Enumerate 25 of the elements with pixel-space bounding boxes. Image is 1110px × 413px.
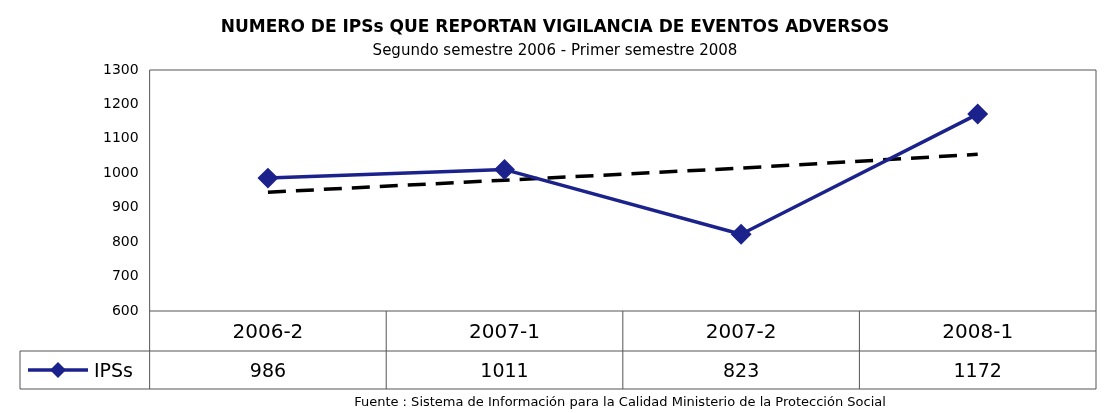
point (731, 224, 751, 244)
y-tick-label: 1100 (102, 129, 139, 146)
point (967, 104, 988, 124)
y-tick-label: 1000 (102, 163, 139, 180)
y-tick-label: 600 (111, 301, 139, 318)
y-tick-label: 1200 (102, 95, 139, 112)
y-tick-label: 800 (111, 232, 139, 249)
x-tick-label: 2007-1 (469, 319, 540, 344)
x-tick-label: 2007-2 (705, 319, 777, 344)
x-tick-label: 2008-1 (942, 319, 1014, 344)
y-tick-label: 700 (111, 267, 139, 284)
point (258, 168, 278, 188)
y-tick-label: 1300 (102, 60, 139, 77)
y-tick-label: 900 (111, 198, 139, 215)
point (494, 159, 515, 180)
chart-subtitle: Segundo semestre 2006 - Primer semestre 2008 (372, 41, 738, 59)
data-label: 823 (722, 359, 760, 381)
chart-title: NUMERO DE IPSs QUE REPORTAN VIGILANCIA DE EVENTOS ADVERSOS (220, 16, 890, 36)
x-tick-label: 2006-2 (232, 319, 304, 344)
data-label: 1172 (953, 359, 1002, 381)
data-label: 986 (249, 359, 287, 381)
source-note: Fuente : Sistema de Información para la Calidad Ministerio de la Protección Social (354, 394, 886, 409)
legend-label: IPSs (94, 359, 134, 381)
data-label: 1011 (480, 359, 529, 381)
line-series (266, 152, 980, 194)
